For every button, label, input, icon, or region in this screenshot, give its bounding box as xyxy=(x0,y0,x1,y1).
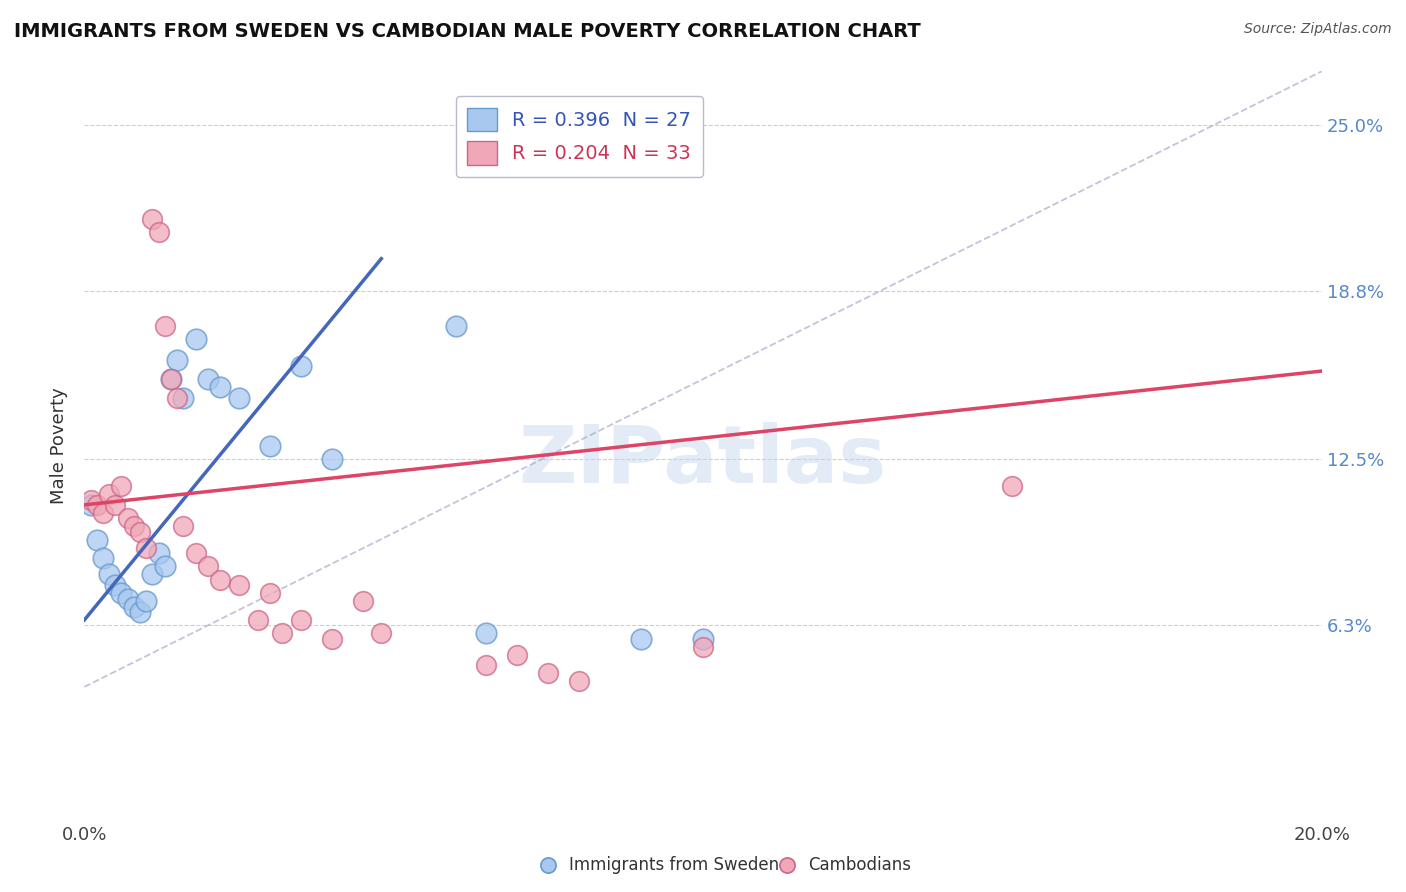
Point xyxy=(321,452,343,467)
Point xyxy=(129,605,152,619)
Point xyxy=(290,613,312,627)
Point xyxy=(98,567,121,582)
Point xyxy=(117,591,139,606)
Point xyxy=(290,359,312,373)
Point xyxy=(197,372,219,386)
Point xyxy=(352,594,374,608)
Point xyxy=(172,519,194,533)
Point xyxy=(98,487,121,501)
Point xyxy=(166,353,188,368)
Point xyxy=(692,632,714,646)
Point xyxy=(135,594,157,608)
Point xyxy=(776,858,799,872)
Point xyxy=(153,559,176,574)
Text: ZIPatlas: ZIPatlas xyxy=(519,422,887,500)
Point xyxy=(122,599,145,614)
Point xyxy=(91,506,114,520)
Point xyxy=(166,391,188,405)
Point xyxy=(79,492,101,507)
Point xyxy=(110,479,132,493)
Text: Immigrants from Sweden: Immigrants from Sweden xyxy=(569,856,779,874)
Point xyxy=(475,658,498,673)
Point xyxy=(184,332,207,346)
Point xyxy=(630,632,652,646)
Point xyxy=(79,498,101,512)
Point xyxy=(91,551,114,566)
Point xyxy=(228,391,250,405)
Point xyxy=(110,586,132,600)
Point xyxy=(117,511,139,525)
Text: IMMIGRANTS FROM SWEDEN VS CAMBODIAN MALE POVERTY CORRELATION CHART: IMMIGRANTS FROM SWEDEN VS CAMBODIAN MALE… xyxy=(14,22,921,41)
Text: Cambodians: Cambodians xyxy=(808,856,911,874)
Point xyxy=(209,573,232,587)
Point xyxy=(172,391,194,405)
Point xyxy=(537,666,560,681)
Point xyxy=(86,533,108,547)
Point xyxy=(475,626,498,640)
Point xyxy=(259,586,281,600)
Point xyxy=(135,541,157,555)
Point xyxy=(209,380,232,394)
Point xyxy=(259,439,281,453)
Y-axis label: Male Poverty: Male Poverty xyxy=(51,388,69,504)
Point xyxy=(444,318,467,333)
Point xyxy=(141,567,163,582)
Point xyxy=(129,524,152,539)
Point xyxy=(537,858,560,872)
Point xyxy=(148,225,170,239)
Point xyxy=(160,372,183,386)
Point xyxy=(228,578,250,592)
Point xyxy=(153,318,176,333)
Point xyxy=(568,674,591,689)
Point xyxy=(271,626,294,640)
Point xyxy=(148,546,170,560)
Legend: R = 0.396  N = 27, R = 0.204  N = 33: R = 0.396 N = 27, R = 0.204 N = 33 xyxy=(456,96,703,177)
Point xyxy=(122,519,145,533)
Point xyxy=(160,372,183,386)
Point xyxy=(86,498,108,512)
Point xyxy=(104,578,127,592)
Point xyxy=(321,632,343,646)
Point xyxy=(197,559,219,574)
Point xyxy=(692,640,714,654)
Point xyxy=(246,613,269,627)
Point xyxy=(184,546,207,560)
Point xyxy=(506,648,529,662)
Point xyxy=(141,211,163,226)
Point xyxy=(370,626,392,640)
Point xyxy=(1001,479,1024,493)
Text: Source: ZipAtlas.com: Source: ZipAtlas.com xyxy=(1244,22,1392,37)
Point xyxy=(104,498,127,512)
